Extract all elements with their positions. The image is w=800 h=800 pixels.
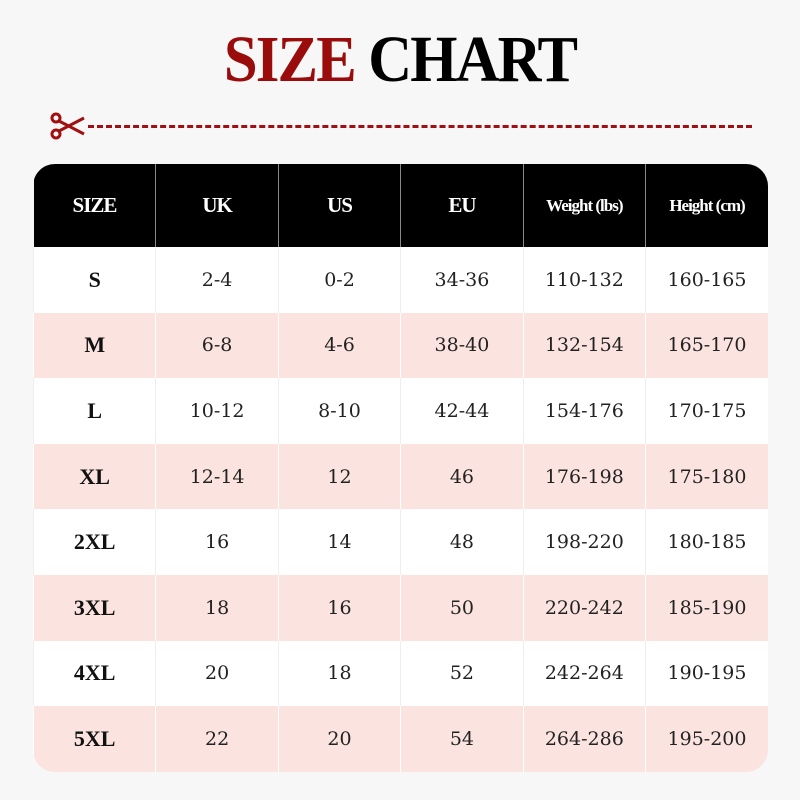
title-chart: CHART: [368, 23, 578, 96]
column-header: Weight (lbs): [522, 164, 646, 247]
table-cell: 110-132: [522, 247, 646, 313]
table-cell: 52: [400, 640, 524, 707]
size-label: 3XL: [33, 574, 156, 641]
table-cell: 198-220: [522, 509, 646, 575]
table-cell: 34-36: [400, 247, 524, 313]
size-label: XL: [33, 443, 156, 510]
table-cell: 42-44: [400, 378, 524, 444]
table-cell: 2-4: [155, 247, 279, 313]
column-header: SIZE: [33, 164, 156, 247]
table-cell: 22: [155, 706, 279, 772]
scissors-icon: [50, 112, 85, 140]
table-cell: 12-14: [155, 443, 279, 510]
table-row: S 2-4 0-2 34-36 110-132 160-165: [33, 247, 768, 313]
size-label: 5XL: [33, 706, 156, 772]
table-cell: 50: [400, 574, 524, 641]
table-row: 3XL 18 16 50 220-242 185-190: [33, 574, 768, 641]
table-cell: 165-170: [645, 312, 768, 379]
table-cell: 160-165: [645, 247, 768, 313]
table-cell: 0-2: [277, 247, 401, 313]
page-title: SIZE CHART: [32, 22, 768, 98]
column-header: EU: [400, 164, 524, 247]
table-cell: 18: [155, 574, 279, 641]
table-cell: 18: [277, 640, 401, 707]
table-row: 4XL 20 18 52 242-264 190-195: [33, 640, 768, 707]
column-header: US: [277, 164, 401, 247]
table-cell: 220-242: [522, 574, 646, 641]
table-cell: 20: [277, 706, 401, 772]
table-cell: 242-264: [522, 640, 646, 707]
title-size: SIZE: [223, 23, 357, 96]
table-cell: 14: [277, 509, 401, 575]
size-label: M: [33, 312, 156, 379]
size-label: S: [33, 247, 156, 313]
table-row: L 10-12 8-10 42-44 154-176 170-175: [33, 378, 768, 444]
table-cell: 38-40: [400, 312, 524, 379]
table-cell: 175-180: [645, 443, 768, 510]
table-cell: 16: [155, 509, 279, 575]
size-label: L: [33, 378, 156, 444]
table-cell: 8-10: [277, 378, 401, 444]
table-cell: 46: [400, 443, 524, 510]
table-cell: 180-185: [645, 509, 768, 575]
table-cell: 6-8: [155, 312, 279, 379]
column-header: Height (cm): [645, 164, 768, 247]
table-cell: 12: [277, 443, 401, 510]
table-cell: 4-6: [277, 312, 401, 379]
table-cell: 264-286: [522, 706, 646, 772]
table-cell: 16: [277, 574, 401, 641]
table-row: 5XL 22 20 54 264-286 195-200: [33, 706, 768, 772]
table-cell: 176-198: [522, 443, 646, 510]
table-row: XL 12-14 12 46 176-198 175-180: [33, 443, 768, 510]
table-cell: 20: [155, 640, 279, 707]
size-label: 2XL: [33, 509, 156, 575]
table-cell: 170-175: [645, 378, 768, 444]
table-cell: 54: [400, 706, 524, 772]
size-label: 4XL: [33, 640, 156, 707]
table-cell: 190-195: [645, 640, 768, 707]
cut-line: [48, 112, 752, 140]
header-row: SIZE UK US EU Weight (lbs) Height (cm): [33, 164, 768, 247]
table-cell: 185-190: [645, 574, 768, 641]
table-cell: 132-154: [522, 312, 646, 379]
table-cell: 195-200: [645, 706, 768, 772]
size-table: SIZE UK US EU Weight (lbs) Height (cm) S 2-4 0-…: [33, 164, 768, 772]
dashed-line: [88, 125, 752, 128]
table-cell: 10-12: [155, 378, 279, 444]
table-cell: 154-176: [522, 378, 646, 444]
table-row: M 6-8 4-6 38-40 132-154 165-170: [33, 312, 768, 379]
column-header: UK: [155, 164, 279, 247]
table-row: 2XL 16 14 48 198-220 180-185: [33, 509, 768, 575]
table-cell: 48: [400, 509, 524, 575]
